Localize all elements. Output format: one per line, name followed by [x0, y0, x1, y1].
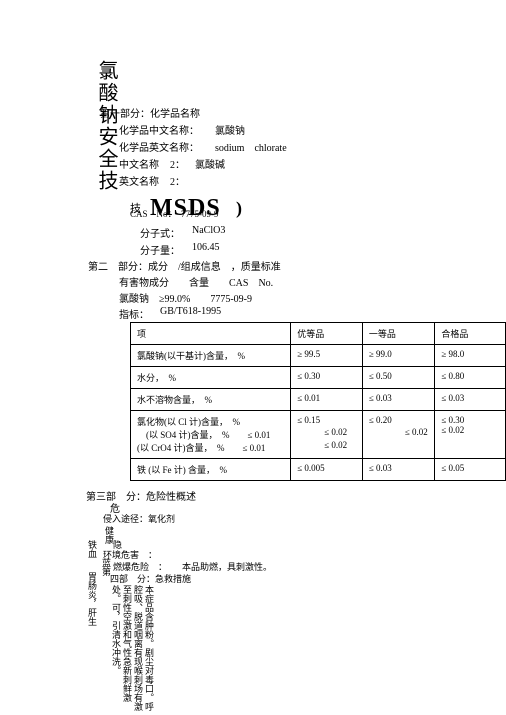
- spec-table: 项 优等品 一等品 合格品 氯酸钠(以干基计)含量， % ≥ 99.5 ≥ 99…: [130, 322, 506, 481]
- s1-row4-label: 英文名称: [119, 173, 159, 188]
- cell: ≤ 0.05: [435, 459, 506, 481]
- mw-value: 106.45: [192, 242, 220, 253]
- s1-row1-value: 氯酸钠: [215, 122, 245, 137]
- th-grade1: 优等品: [291, 323, 363, 345]
- section3-header: 第三部 分：危险性概述: [86, 488, 196, 503]
- s1-row3-mid: 2：: [170, 156, 185, 171]
- table-row: 水不溶物含量， % ≤ 0.01 ≤ 0.03 ≤ 0.03: [131, 389, 506, 411]
- cell: ≤ 0.20 ≤ 0.02: [362, 411, 435, 459]
- cell: ≥ 99.5: [291, 345, 363, 367]
- s4-v2: 胃肠炎，肝生: [86, 572, 97, 626]
- cell: 铁 (以 Fe 计) 含量， %: [131, 459, 291, 481]
- th-grade2: 一等品: [362, 323, 435, 345]
- fire-value: 本品助燃，具刺激性。: [182, 560, 272, 573]
- s1-row2-value: sodium chlorate: [215, 139, 287, 154]
- mf-value: NaClO3: [192, 225, 225, 236]
- s1-row4-mid: 2：: [170, 173, 185, 188]
- cell: 水不溶物含量， %: [131, 389, 291, 411]
- cell: 水分， %: [131, 367, 291, 389]
- section1-header: 第一部分：化学品名称: [100, 105, 200, 120]
- cell: ≥ 98.0: [435, 345, 506, 367]
- section4-header: 四部 分：急救措施: [110, 572, 191, 585]
- cell: 氯化物(以 Cl 计)含量， % (以 SO4 计)含量， % ≤ 0.01 (…: [131, 411, 291, 459]
- s4-v3: 本症品含肿粉。剧尘对毒口。呼腔吸、脱道咽离有现喉刺场有激至刺性空激和气性急新刺鲜…: [110, 585, 154, 715]
- cas-line: CAS No： 7775-09-9: [130, 207, 219, 220]
- cell: ≤ 0.30: [291, 367, 363, 389]
- section2-header: 第二 部分：成分 /组成信息 ，质量标准: [88, 258, 281, 273]
- table-row: 铁 (以 Fe 计) 含量， % ≤ 0.005 ≤ 0.03 ≤ 0.05: [131, 459, 506, 481]
- th-grade3: 合格品: [435, 323, 506, 345]
- s2-std-label: 指标：: [119, 306, 149, 321]
- table-row: 氯酸钠(以干基计)含量， % ≥ 99.5 ≥ 99.0 ≥ 98.0: [131, 345, 506, 367]
- cell: ≤ 0.03: [362, 459, 435, 481]
- cell: ≤ 0.005: [291, 459, 363, 481]
- s3-line1combined: 侵入途径：氧化剂: [103, 512, 175, 525]
- s2-std-value: GB/T618-1995: [160, 306, 221, 317]
- table-header-row: 项 优等品 一等品 合格品: [131, 323, 506, 345]
- cell: ≤ 0.15 ≤ 0.02 ≤ 0.02: [291, 411, 363, 459]
- s1-row3-label: 中文名称: [119, 156, 159, 171]
- cell: ≤ 0.50: [362, 367, 435, 389]
- cell: ≤ 0.01: [291, 389, 363, 411]
- th-item: 项: [131, 323, 291, 345]
- table-row: 水分， % ≤ 0.30 ≤ 0.50 ≤ 0.80: [131, 367, 506, 389]
- cell: ≤ 0.30 ≤ 0.02: [435, 411, 506, 459]
- table-row: 氯化物(以 Cl 计)含量， % (以 SO4 计)含量， % ≤ 0.01 (…: [131, 411, 506, 459]
- msds-paren: ): [236, 198, 242, 219]
- cell: ≤ 0.03: [435, 389, 506, 411]
- doc-title-vertical: 氯酸钠安全技: [96, 60, 118, 192]
- s1-row1-label: 化学品中文名称：: [119, 122, 199, 137]
- mw-label: 分子量：: [140, 242, 180, 257]
- s1-row2-label: 化学品英文名称：: [119, 139, 199, 154]
- cell: ≤ 0.80: [435, 367, 506, 389]
- s1-row3-value: 氯酸碱: [195, 156, 225, 171]
- s4-v1: 铁血: [86, 540, 97, 558]
- cell: ≥ 99.0: [362, 345, 435, 367]
- cell: 氯酸钠(以干基计)含量， %: [131, 345, 291, 367]
- mf-label: 分子式：: [140, 225, 180, 240]
- s2-row2: 氯酸钠 ≥99.0% 7775-09-9: [119, 290, 252, 305]
- s2-row1: 有害物成分 含量 CAS No.: [119, 274, 273, 289]
- cell: ≤ 0.03: [362, 389, 435, 411]
